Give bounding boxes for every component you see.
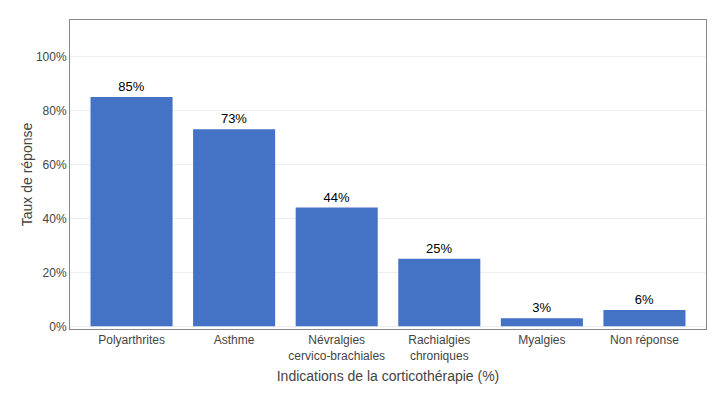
svg-text:Asthme: Asthme	[214, 333, 255, 347]
svg-text:80%: 80%	[43, 104, 67, 118]
svg-text:20%: 20%	[43, 266, 67, 280]
svg-text:6%: 6%	[635, 292, 654, 307]
svg-text:60%: 60%	[43, 158, 67, 172]
svg-text:Indications de la corticothéra: Indications de la corticothérapie (%)	[277, 368, 500, 384]
svg-text:Non réponse: Non réponse	[610, 333, 679, 347]
svg-text:44%: 44%	[323, 190, 349, 205]
svg-text:Polyarthrites: Polyarthrites	[98, 333, 165, 347]
svg-text:3%: 3%	[532, 300, 551, 315]
svg-text:Taux de réponse: Taux de réponse	[19, 123, 35, 227]
svg-text:100%: 100%	[36, 50, 67, 64]
svg-text:40%: 40%	[43, 212, 67, 226]
svg-text:85%: 85%	[118, 79, 144, 94]
svg-text:25%: 25%	[426, 241, 452, 256]
svg-text:73%: 73%	[221, 111, 247, 126]
svg-text:Rachialgieschroniques: Rachialgieschroniques	[408, 333, 470, 363]
svg-text:0%: 0%	[49, 320, 67, 334]
svg-text:Névralgiescervico-brachiales: Névralgiescervico-brachiales	[288, 333, 385, 363]
svg-text:Myalgies: Myalgies	[518, 333, 565, 347]
